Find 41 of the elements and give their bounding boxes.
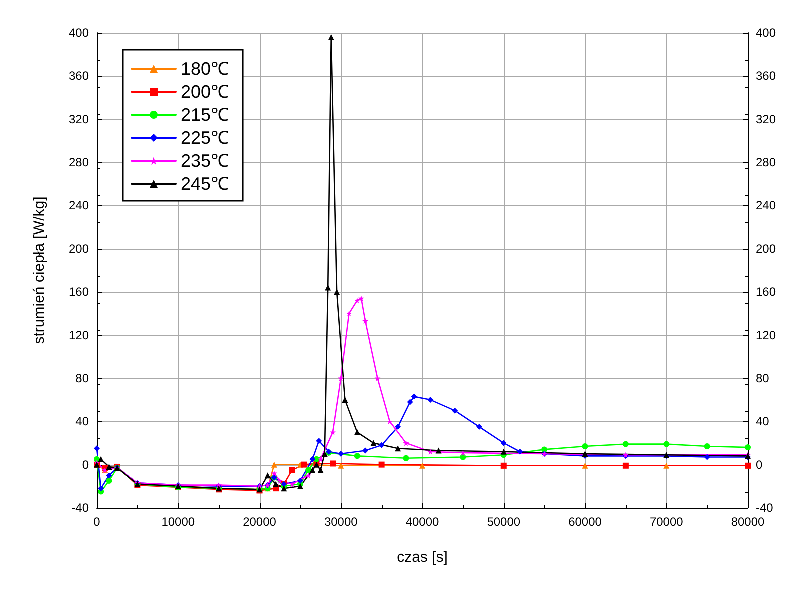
- x-tick-label: 80000: [731, 515, 766, 529]
- legend-label: 200℃: [181, 82, 230, 102]
- y2-tick-label: 120: [756, 328, 776, 342]
- legend-label: 235℃: [181, 151, 230, 171]
- y2-tick-label: 160: [756, 285, 776, 300]
- y-tick-label: 320: [68, 112, 90, 126]
- y-tick-label: 360: [68, 69, 90, 84]
- y2-tick-label: 40: [756, 414, 770, 429]
- x-axis-title: czas [s]: [397, 549, 448, 566]
- x-tick-label: 20000: [243, 515, 277, 529]
- y2-tick-label: 320: [756, 112, 776, 126]
- y-tick-label: 280: [68, 156, 90, 170]
- y-tick-label: 120: [68, 328, 90, 342]
- y-tick-label: -40: [72, 501, 90, 515]
- legend-label: 215℃: [181, 105, 230, 125]
- legend-label: 245℃: [181, 174, 230, 194]
- y2-tick-label: 200: [756, 242, 776, 256]
- legend-label: 180℃: [181, 59, 230, 79]
- y-tick-label: 200: [68, 242, 90, 256]
- x-tick-label: 60000: [568, 515, 602, 529]
- x-tick-label: 0: [94, 515, 101, 529]
- x-tick-label: 70000: [650, 515, 684, 529]
- y2-tick-label: 240: [756, 198, 776, 213]
- y-tick-label: 80: [76, 371, 90, 386]
- x-tick-label: 40000: [406, 515, 440, 529]
- y2-tick-label: 280: [756, 156, 776, 170]
- legend-label: 225℃: [181, 128, 230, 148]
- x-tick-label: 50000: [487, 515, 521, 529]
- y-tick-label: 160: [68, 285, 90, 300]
- y2-tick-label: 80: [756, 371, 770, 386]
- y-tick-label: 240: [68, 198, 90, 213]
- y-tick-label: 40: [76, 414, 90, 429]
- y-axis-title: strumień ciepła [W/kg]: [31, 196, 48, 344]
- y-tick-label: 400: [68, 26, 90, 40]
- y2-tick-label: 360: [756, 69, 776, 84]
- x-tick-label: 10000: [162, 515, 196, 529]
- y2-tick-label: 0: [756, 458, 763, 472]
- y2-tick-label: 400: [756, 26, 776, 40]
- y2-tick-label: -40: [756, 501, 774, 515]
- x-tick-label: 30000: [324, 515, 358, 529]
- y-tick-label: 0: [82, 458, 90, 472]
